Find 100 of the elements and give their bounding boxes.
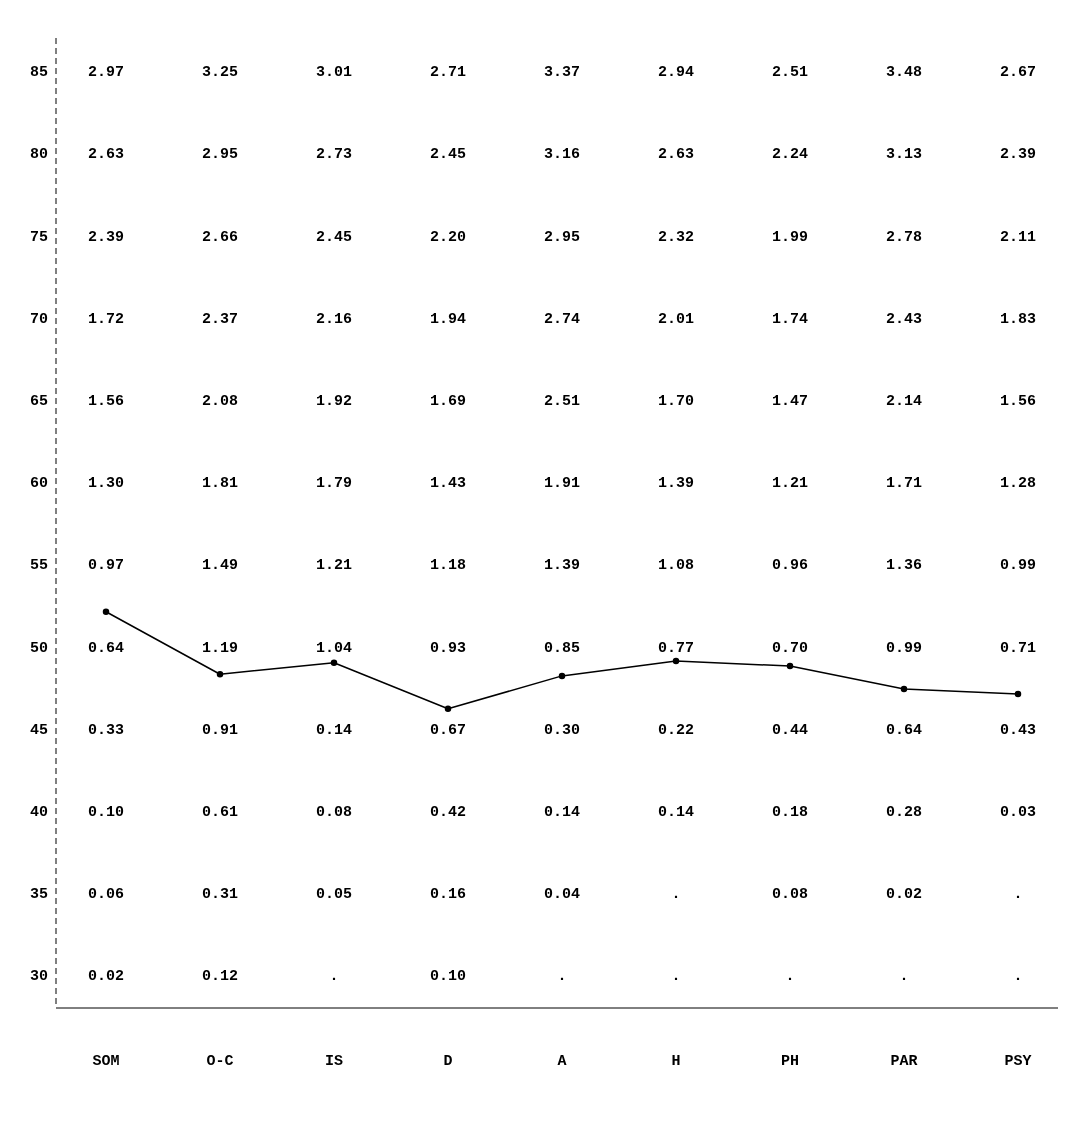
x-tick-label: SOM (92, 1052, 120, 1070)
annotation: 2.63 (657, 146, 695, 164)
annotation: 2.16 (315, 310, 353, 328)
annotation: 0.44 (771, 721, 809, 739)
annotation: 0.99 (885, 639, 923, 657)
annotation: 1.30 (87, 475, 125, 493)
annotation: 0.22 (657, 721, 695, 739)
annotation: 0.03 (999, 804, 1037, 822)
annotation: 0.64 (885, 721, 923, 739)
annotation: 1.39 (657, 475, 695, 493)
annotation: 2.78 (885, 228, 923, 246)
annotation: 1.79 (315, 475, 353, 493)
annotation: 0.93 (429, 639, 467, 657)
annotation: . (899, 968, 909, 986)
annotation: 2.95 (201, 146, 239, 164)
y-tick-label: 50 (29, 639, 48, 657)
annotation: 0.02 (87, 968, 125, 986)
annotation: 3.13 (885, 146, 923, 164)
y-tick-label: 45 (29, 721, 48, 739)
annotation: 3.48 (885, 64, 923, 82)
annotation: 2.14 (885, 393, 923, 411)
annotation: 0.30 (543, 721, 581, 739)
annotation: 0.96 (771, 557, 809, 575)
annotation: 0.97 (87, 557, 125, 575)
annotation: 1.69 (429, 393, 467, 411)
annotation: 0.31 (201, 886, 239, 904)
y-tick-label: 85 (29, 64, 48, 82)
annotation: 2.45 (315, 228, 353, 246)
annotation: 0.14 (657, 804, 695, 822)
annotation: 0.16 (429, 886, 467, 904)
y-tick-label: 65 (29, 393, 48, 411)
y-tick-label: 55 (29, 557, 48, 575)
annotation: 1.74 (771, 310, 809, 328)
annotation: 2.67 (999, 64, 1037, 82)
annotation: 0.18 (771, 804, 809, 822)
annotation: 2.71 (429, 64, 467, 82)
annotation: 0.64 (87, 639, 125, 657)
annotation: . (671, 968, 681, 986)
annotation: 2.63 (87, 146, 125, 164)
annotation: 2.24 (771, 146, 809, 164)
x-tick-label: PH (780, 1052, 800, 1070)
annotation: 1.43 (429, 475, 467, 493)
annotation: 0.08 (771, 886, 809, 904)
x-tick-label: PAR (890, 1052, 918, 1070)
annotation: 1.81 (201, 475, 239, 493)
y-tick-label: 40 (29, 804, 48, 822)
annotation: 0.08 (315, 804, 353, 822)
annotation: 1.83 (999, 310, 1037, 328)
annotation: 0.05 (315, 886, 353, 904)
annotation: 1.56 (87, 393, 125, 411)
annotation: . (329, 968, 339, 986)
annotation: 0.77 (657, 639, 695, 657)
annotation: 1.21 (771, 475, 809, 493)
annotation: 1.72 (87, 310, 125, 328)
annotation: 1.39 (543, 557, 581, 575)
annotation: 2.51 (543, 393, 581, 411)
y-tick-label: 60 (29, 475, 48, 493)
annotation: 0.43 (999, 721, 1037, 739)
annotation: 2.39 (87, 228, 125, 246)
x-tick-label: IS (324, 1052, 344, 1070)
annotation: 0.02 (885, 886, 923, 904)
annotation: 1.70 (657, 393, 695, 411)
annotation: 2.97 (87, 64, 125, 82)
annotation: 1.94 (429, 310, 467, 328)
y-tick-label: 70 (29, 310, 48, 328)
annotation: 3.25 (201, 64, 239, 82)
annotation: 2.66 (201, 228, 239, 246)
annotation: 0.14 (315, 721, 353, 739)
annotation: 0.85 (543, 639, 581, 657)
annotation: 3.37 (543, 64, 581, 82)
x-tick-label: A (557, 1052, 567, 1070)
annotation: 0.91 (201, 721, 239, 739)
annotation: . (671, 886, 681, 904)
annotation: 0.28 (885, 804, 923, 822)
annotation: 2.37 (201, 310, 239, 328)
annotation: . (1013, 968, 1023, 986)
annotation: 3.16 (543, 146, 581, 164)
annotation: . (557, 968, 567, 986)
y-tick-label: 35 (29, 886, 48, 904)
y-tick-label: 75 (29, 228, 48, 246)
annotation: 1.36 (885, 557, 923, 575)
annotation: 3.01 (315, 64, 353, 82)
y-tick-label: 30 (29, 968, 48, 986)
annotation: 0.06 (87, 886, 125, 904)
annotation: 1.49 (201, 557, 239, 575)
annotation: . (1013, 886, 1023, 904)
annotation: 0.12 (201, 968, 239, 986)
annotation: 0.61 (201, 804, 239, 822)
annotation: 2.01 (657, 310, 695, 328)
annotation: . (785, 968, 795, 986)
annotation: 2.95 (543, 228, 581, 246)
x-tick-label: O-C (206, 1052, 234, 1070)
annotation: 1.92 (315, 393, 353, 411)
annotation: 2.32 (657, 228, 695, 246)
annotation: 2.43 (885, 310, 923, 328)
annotation: 1.08 (657, 557, 695, 575)
annotation: 2.39 (999, 146, 1037, 164)
x-tick-label: H (671, 1052, 681, 1070)
annotation: 0.67 (429, 721, 467, 739)
annotation: 2.11 (999, 228, 1037, 246)
